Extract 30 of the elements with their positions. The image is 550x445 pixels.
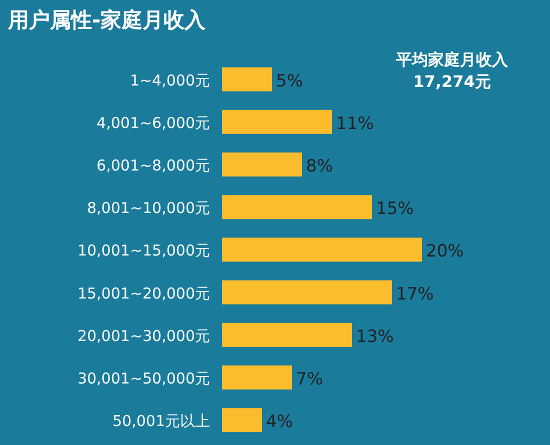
- bar: [222, 195, 372, 220]
- annotation: 平均家庭月收入: [395, 50, 509, 69]
- bar: [222, 238, 422, 262]
- annotation: 17,274元: [413, 72, 491, 91]
- data-label: 20%: [426, 242, 464, 262]
- y-tick-label: 20,001~30,000元: [77, 326, 210, 345]
- bar: [222, 152, 302, 176]
- data-label: 5%: [276, 71, 303, 92]
- data-label: 15%: [376, 199, 414, 220]
- y-tick-label: 30,001~50,000元: [77, 370, 210, 388]
- data-label: 17%: [396, 284, 434, 304]
- bar: [222, 110, 332, 134]
- data-label: 11%: [336, 114, 374, 134]
- bar: [222, 408, 262, 432]
- bar: [222, 280, 392, 304]
- y-tick-label: 1~4,000元: [130, 71, 210, 90]
- bar: [222, 67, 272, 92]
- y-tick-label: 10,001~15,000元: [77, 242, 210, 260]
- data-label: 4%: [266, 412, 293, 432]
- chart-title: 用户属性-家庭月收入: [7, 8, 207, 32]
- bar: [222, 322, 352, 347]
- y-tick-label: 15,001~20,000元: [77, 284, 210, 302]
- data-label: 13%: [356, 326, 394, 347]
- bar: [222, 366, 292, 390]
- data-label: 8%: [306, 156, 333, 176]
- y-tick-label: 50,001元以上: [112, 412, 210, 430]
- y-tick-label: 6,001~8,000元: [96, 156, 210, 174]
- data-label: 7%: [296, 370, 323, 390]
- y-tick-label: 8,001~10,000元: [87, 199, 210, 218]
- y-tick-label: 4,001~6,000元: [96, 114, 210, 132]
